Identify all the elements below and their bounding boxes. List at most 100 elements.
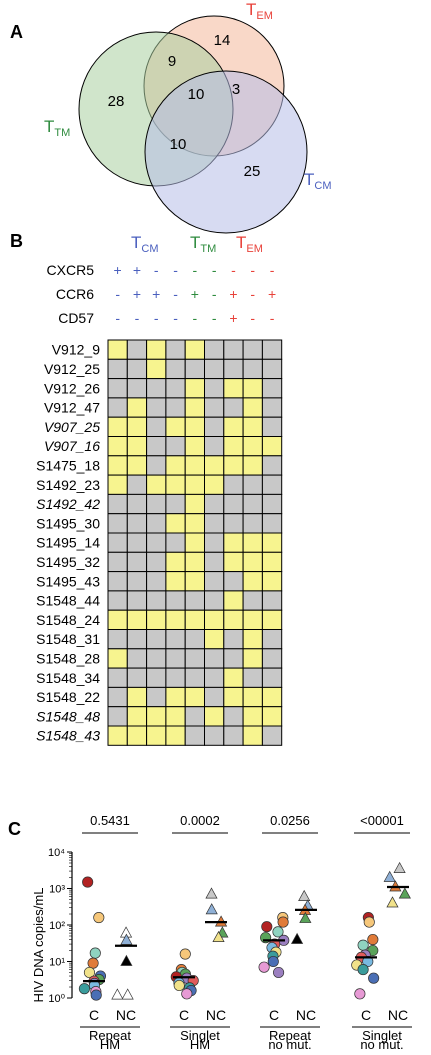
heatmap-cell xyxy=(107,551,128,573)
heatmap-cell xyxy=(242,493,263,515)
marker-sign: - xyxy=(154,262,159,278)
heatmap-cell xyxy=(146,706,167,727)
venn-label-tem: TEM xyxy=(246,0,273,22)
venn-region-tem-only: 14 xyxy=(214,32,231,49)
marker-sign: - xyxy=(154,310,159,326)
marker-sign: - xyxy=(270,262,275,278)
heatmap-cell xyxy=(184,648,205,669)
row-label: S1492_42 xyxy=(36,496,100,512)
panel-a: A 14 28 25 9 3 10 10 TEM TTM TCM xyxy=(10,0,332,234)
data-point-circle xyxy=(267,955,279,968)
marker-sign: + xyxy=(229,310,237,326)
marker-sign: - xyxy=(231,262,236,278)
venn-region-tem-tcm: 3 xyxy=(232,81,240,98)
heatmap-cell xyxy=(242,590,263,611)
heatmap-cell xyxy=(126,571,148,592)
marker-sign: - xyxy=(250,310,255,326)
heatmap-cell xyxy=(165,648,186,669)
marker-sign: - xyxy=(250,286,255,302)
heatmap-cell xyxy=(126,358,148,380)
data-point-circle xyxy=(367,933,379,946)
row-label: S1548_44 xyxy=(36,593,100,609)
heatmap-cell xyxy=(223,358,244,380)
marker-sign: - xyxy=(193,262,198,278)
marker-sign: + xyxy=(114,262,122,278)
venn-label-tcm: TCM xyxy=(304,170,332,192)
heatmap-cell xyxy=(126,590,148,611)
heatmap-cell xyxy=(126,667,148,688)
heatmap-cell xyxy=(223,532,244,553)
heatmap-cell xyxy=(146,609,167,631)
heatmap-cell xyxy=(126,725,148,746)
data-point-circle xyxy=(363,916,375,928)
heatmap-cell xyxy=(261,436,283,457)
heatmap-cell xyxy=(242,551,263,573)
heatmap-cell xyxy=(165,455,186,476)
heatmap-cell xyxy=(242,725,263,746)
heatmap-cell xyxy=(261,686,283,708)
venn-region-ttm-tcm: 10 xyxy=(170,136,187,153)
heatmap-cell xyxy=(165,609,186,631)
heatmap-cell xyxy=(126,493,148,515)
subset-header-ttm: TTM xyxy=(190,233,216,255)
marker-sign: - xyxy=(212,286,217,302)
venn-region-all: 10 xyxy=(188,86,205,103)
heatmap-cell xyxy=(107,706,128,727)
heatmap-cell xyxy=(165,686,186,708)
heatmap-cell xyxy=(184,571,205,592)
heatmap-cell xyxy=(242,358,263,380)
series-label: C xyxy=(361,1007,371,1023)
heatmap-cell xyxy=(261,571,283,592)
heatmap-cell xyxy=(223,686,244,708)
marker-sign: + xyxy=(152,286,160,302)
heatmap-cell xyxy=(184,378,205,399)
series-label: C xyxy=(89,1007,99,1023)
heatmap-cell xyxy=(107,609,128,631)
heatmap-cell xyxy=(165,532,186,553)
heatmap-cell xyxy=(126,436,148,457)
data-point-circle xyxy=(82,876,94,888)
p-value: 0.0256 xyxy=(270,813,310,828)
marker-sign: + xyxy=(191,286,199,302)
heatmap-cell xyxy=(242,378,263,399)
heatmap-cell xyxy=(126,629,148,650)
heatmap-cell xyxy=(261,629,283,650)
heatmap-cell xyxy=(146,358,167,380)
heatmap-cell xyxy=(261,416,283,438)
heatmap-cell xyxy=(126,455,148,476)
heatmap-cell xyxy=(107,725,128,746)
panel-b-letter: B xyxy=(10,231,23,251)
row-label: S1548_48 xyxy=(36,708,100,724)
heatmap-cell xyxy=(242,416,263,438)
heatmap-cell xyxy=(261,667,283,688)
heatmap-cell xyxy=(242,629,263,650)
data-point-triangle xyxy=(393,861,406,873)
data-point-circle xyxy=(89,947,101,959)
heatmap-cell xyxy=(165,667,186,688)
row-label: V912_26 xyxy=(44,380,100,396)
data-point-triangle xyxy=(111,988,124,1000)
heatmap-cell xyxy=(242,532,263,553)
heatmap-cell xyxy=(261,648,283,669)
heatmap-cell xyxy=(223,667,244,688)
heatmap-cell xyxy=(146,590,167,611)
panel-c-letter: C xyxy=(8,819,21,839)
heatmap-cell xyxy=(107,455,128,476)
heatmap-cell xyxy=(165,590,186,611)
heatmap-cell xyxy=(223,378,244,399)
heatmap-cell xyxy=(242,455,263,476)
marker-label-cd57: CD57 xyxy=(58,310,94,326)
heatmap-cell xyxy=(146,725,167,746)
heatmap-cell xyxy=(184,474,205,495)
venn-label-ttm: TTM xyxy=(44,117,70,139)
heatmap-cell xyxy=(223,609,244,631)
series-label: NC xyxy=(206,1007,226,1023)
heatmap-cell xyxy=(165,397,186,418)
heatmap-cell xyxy=(223,725,244,746)
row-label: V912_47 xyxy=(44,400,100,416)
heatmap-cell xyxy=(204,532,225,553)
marker-label-ccr6: CCR6 xyxy=(56,286,94,302)
heatmap-cell xyxy=(184,609,205,631)
panel-b: B TCM TTM TEM CXCR5 + + - - - - - - -CCR6- + + - + - + -… xyxy=(10,231,283,746)
